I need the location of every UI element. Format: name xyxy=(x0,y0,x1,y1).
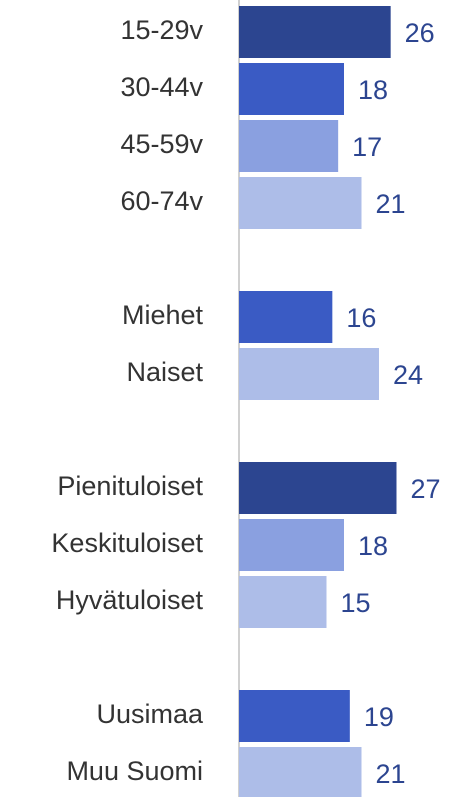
category-label: 60-74v xyxy=(120,186,203,216)
category-label: Pienituloiset xyxy=(57,471,203,501)
bar xyxy=(239,462,397,514)
bar xyxy=(239,6,391,58)
bar xyxy=(239,63,344,115)
value-label: 21 xyxy=(376,189,406,219)
bar xyxy=(239,291,333,343)
value-label: 24 xyxy=(393,360,423,390)
value-label: 27 xyxy=(411,474,441,504)
category-label: Hyvätuloiset xyxy=(56,585,204,615)
value-label: 26 xyxy=(405,18,435,48)
category-label: Miehet xyxy=(122,300,204,330)
category-label: Keskituloiset xyxy=(51,528,203,558)
value-label: 19 xyxy=(364,702,394,732)
category-label: 15-29v xyxy=(120,15,203,45)
value-label: 17 xyxy=(352,132,382,162)
bar xyxy=(239,348,379,400)
bar xyxy=(239,690,350,742)
category-label: 30-44v xyxy=(120,72,203,102)
value-label: 21 xyxy=(376,759,406,789)
bar xyxy=(239,747,362,799)
category-label: Muu Suomi xyxy=(66,756,203,786)
category-label: Naiset xyxy=(126,357,203,387)
value-label: 18 xyxy=(358,75,388,105)
bar xyxy=(239,576,327,628)
bar xyxy=(239,120,339,172)
bar xyxy=(239,177,362,229)
category-label: 45-59v xyxy=(120,129,203,159)
value-label: 18 xyxy=(358,531,388,561)
bar xyxy=(239,519,344,571)
value-label: 15 xyxy=(341,588,371,618)
category-label: Uusimaa xyxy=(96,699,204,729)
value-label: 16 xyxy=(346,303,376,333)
